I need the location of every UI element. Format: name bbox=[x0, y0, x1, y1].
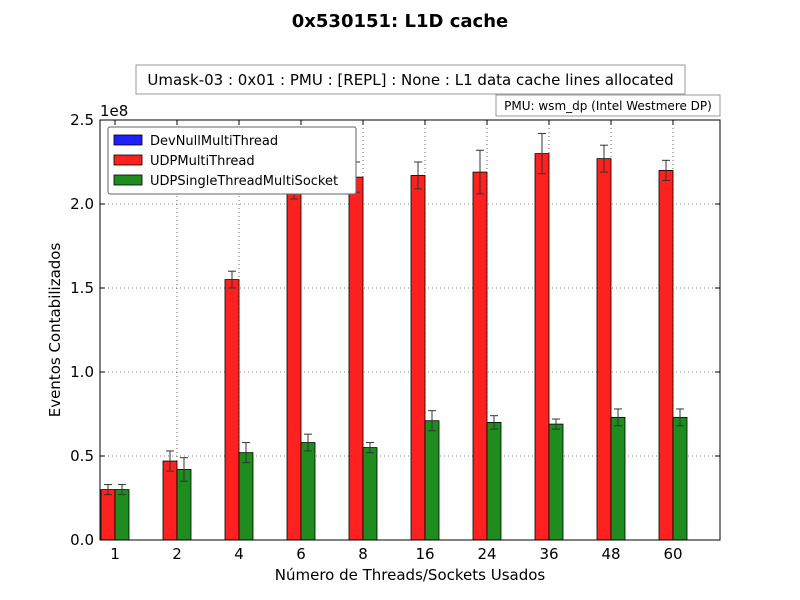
pmu-annotation: PMU: wsm_dp (Intel Westmere DP) bbox=[504, 99, 712, 113]
pmu-annotation-box bbox=[495, 94, 721, 117]
bar-udpsinglethreadmultisocket bbox=[238, 452, 254, 541]
bar-udpsinglethreadmultisocket bbox=[672, 416, 688, 541]
y-tick-label: 0.0 bbox=[70, 531, 94, 549]
plot-frame bbox=[99, 119, 721, 541]
legend-swatch bbox=[113, 134, 143, 146]
y-tick-label: 1.0 bbox=[70, 363, 94, 381]
legend-swatch bbox=[113, 174, 143, 186]
x-axis-label: Número de Threads/Sockets Usados bbox=[275, 566, 546, 584]
x-tick-label: 1 bbox=[110, 545, 120, 563]
legend-box bbox=[107, 126, 357, 195]
bar-udpsinglethreadmultisocket bbox=[362, 447, 378, 541]
bar-udpmultithread bbox=[162, 460, 178, 541]
x-tick-label: 8 bbox=[358, 545, 368, 563]
bar-udpsinglethreadmultisocket bbox=[548, 423, 564, 541]
bar-udpsinglethreadmultisocket bbox=[486, 421, 502, 541]
subtitle-box bbox=[135, 64, 686, 95]
x-tick-label: 6 bbox=[296, 545, 306, 563]
x-tick-label: 36 bbox=[539, 545, 558, 563]
x-tick-label: 16 bbox=[415, 545, 434, 563]
chart-title: 0x530151: L1D cache bbox=[292, 11, 508, 32]
legend-label: UDPMultiThread bbox=[150, 154, 255, 169]
bar-udpmultithread bbox=[286, 190, 302, 541]
bar-udpmultithread bbox=[224, 279, 240, 541]
bar-udpmultithread bbox=[534, 153, 550, 541]
bar-udpsinglethreadmultisocket bbox=[114, 489, 130, 541]
x-tick-label: 4 bbox=[234, 545, 244, 563]
y-scale-label: 1e8 bbox=[100, 102, 128, 120]
legend-swatch bbox=[113, 154, 143, 166]
bar-udpmultithread bbox=[348, 176, 364, 541]
bar-udpmultithread bbox=[596, 158, 612, 541]
chart-subtitle: Umask-03 : 0x01 : PMU : [REPL] : None : … bbox=[147, 71, 673, 89]
y-tick-label: 0.5 bbox=[70, 447, 94, 465]
y-tick-label: 2.0 bbox=[70, 195, 94, 213]
bar-udpmultithread bbox=[472, 171, 488, 541]
y-tick-label: 2.5 bbox=[70, 111, 94, 129]
bar-udpmultithread bbox=[100, 489, 116, 541]
bar-udpmultithread bbox=[410, 175, 426, 541]
y-tick-label: 1.5 bbox=[70, 279, 94, 297]
plot-area: 0.00.51.01.52.02.51 2 4 6 8 16 24 36 48 60 bbox=[70, 111, 721, 563]
legend-label: DevNullMultiThread bbox=[150, 134, 278, 149]
bar-udpmultithread bbox=[658, 169, 674, 541]
x-tick-label: 24 bbox=[477, 545, 496, 563]
legend: DevNullMultiThread UDPMultiThread UDPSingl… bbox=[107, 126, 357, 195]
x-tick-label: 48 bbox=[601, 545, 620, 563]
x-tick-label: 2 bbox=[172, 545, 182, 563]
x-tick-label: 60 bbox=[663, 545, 682, 563]
bar-udpsinglethreadmultisocket bbox=[300, 442, 316, 541]
bar-udpsinglethreadmultisocket bbox=[424, 420, 440, 541]
legend-label: UDPSingleThreadMultiSocket bbox=[150, 174, 338, 189]
bar-udpsinglethreadmultisocket bbox=[610, 416, 626, 541]
y-axis-label: Eventos Contabilizados bbox=[46, 243, 64, 418]
